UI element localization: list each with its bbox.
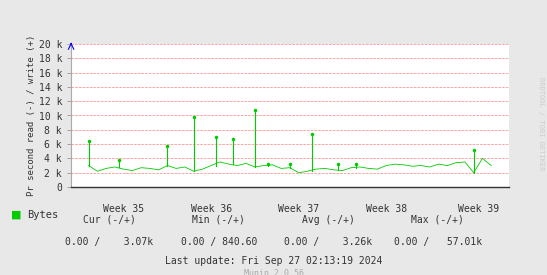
Text: 0.00 / 840.60: 0.00 / 840.60: [181, 237, 257, 247]
Text: Last update: Fri Sep 27 02:13:19 2024: Last update: Fri Sep 27 02:13:19 2024: [165, 256, 382, 266]
Text: Cur (-/+): Cur (-/+): [83, 215, 136, 225]
Y-axis label: Pr second read (-) / write (+): Pr second read (-) / write (+): [27, 35, 36, 196]
Text: Munin 2.0.56: Munin 2.0.56: [243, 269, 304, 275]
Text: Week 39: Week 39: [457, 204, 499, 214]
Text: 0.00 /    3.07k: 0.00 / 3.07k: [65, 237, 154, 247]
Text: Week 36: Week 36: [190, 204, 232, 214]
Text: 0.00 /    3.26k: 0.00 / 3.26k: [284, 237, 373, 247]
Text: Week 35: Week 35: [103, 204, 144, 214]
Text: 0.00 /   57.01k: 0.00 / 57.01k: [393, 237, 482, 247]
Text: Max (-/+): Max (-/+): [411, 215, 464, 225]
Text: Week 37: Week 37: [278, 204, 319, 214]
Text: RRDTOOL / TOBI OETIKER: RRDTOOL / TOBI OETIKER: [538, 77, 544, 170]
Text: Avg (-/+): Avg (-/+): [302, 215, 354, 225]
Text: Week 38: Week 38: [365, 204, 407, 214]
Text: ■: ■: [11, 210, 21, 219]
Text: Bytes: Bytes: [27, 210, 59, 219]
Text: Min (-/+): Min (-/+): [193, 215, 245, 225]
